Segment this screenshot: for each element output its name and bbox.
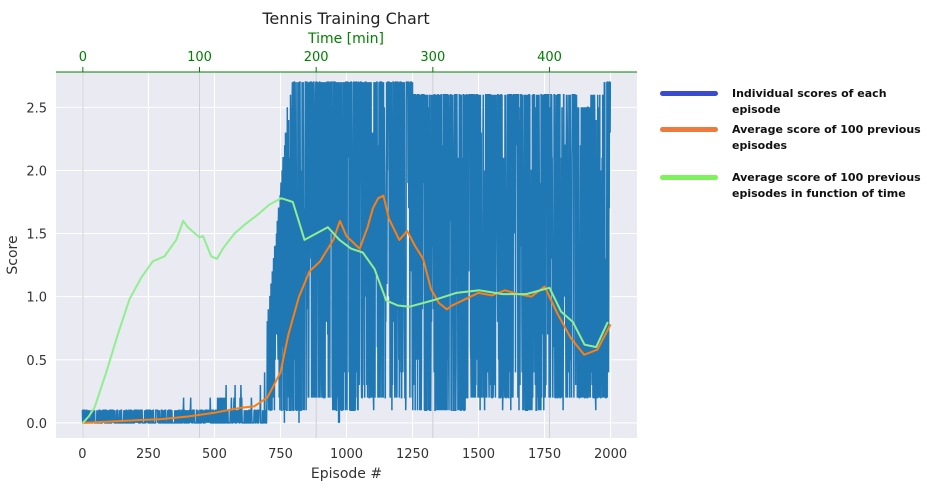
y-tick-label: 1.5 — [26, 228, 47, 243]
top-x-axis-label: Time [min] — [307, 31, 384, 47]
x-tick-label: 0 — [78, 447, 86, 462]
chart-title: Tennis Training Chart — [261, 9, 429, 28]
x-tick-label: 1750 — [528, 447, 561, 462]
y-tick-label: 0.0 — [26, 417, 47, 432]
y-axis-label: Score — [5, 235, 21, 274]
legend-item-individual: Individual scores of each episode — [660, 86, 932, 118]
legend-label-average-time: Average score of 100 previous episodes i… — [732, 171, 921, 200]
legend-label-individual: Individual scores of each episode — [732, 87, 887, 116]
legend-swatch-average — [660, 127, 718, 132]
top-x-tick-label: 100 — [187, 50, 212, 65]
series-average-score-time-line — [82, 197, 609, 424]
x-axis-label: Episode # — [311, 466, 382, 482]
legend-swatch-average-time — [660, 175, 718, 180]
top-x-tick-label: 200 — [304, 50, 329, 65]
x-tick-label: 750 — [268, 447, 293, 462]
x-tick-label: 1500 — [462, 447, 495, 462]
top-x-tick-label: 300 — [420, 50, 445, 65]
x-tick-label: 2000 — [594, 447, 627, 462]
top-x-tick-label: 400 — [537, 50, 562, 65]
legend-label-average: Average score of 100 previous episodes — [732, 123, 921, 152]
legend-item-average: Average score of 100 previous episodes — [660, 122, 932, 154]
x-tick-label: 500 — [202, 447, 227, 462]
y-tick-label: 2.5 — [26, 101, 47, 116]
x-tick-label: 250 — [136, 447, 161, 462]
series-individual-scores-line — [81, 81, 612, 424]
top-x-tick-label: 0 — [79, 50, 87, 65]
y-tick-label: 0.5 — [26, 354, 47, 369]
legend-item-average-time: Average score of 100 previous episodes i… — [660, 170, 932, 202]
y-tick-label: 1.0 — [26, 291, 47, 306]
legend-swatch-individual — [660, 91, 718, 96]
x-tick-label: 1000 — [330, 447, 363, 462]
y-tick-label: 2.0 — [26, 164, 47, 179]
x-tick-label: 1250 — [396, 447, 429, 462]
